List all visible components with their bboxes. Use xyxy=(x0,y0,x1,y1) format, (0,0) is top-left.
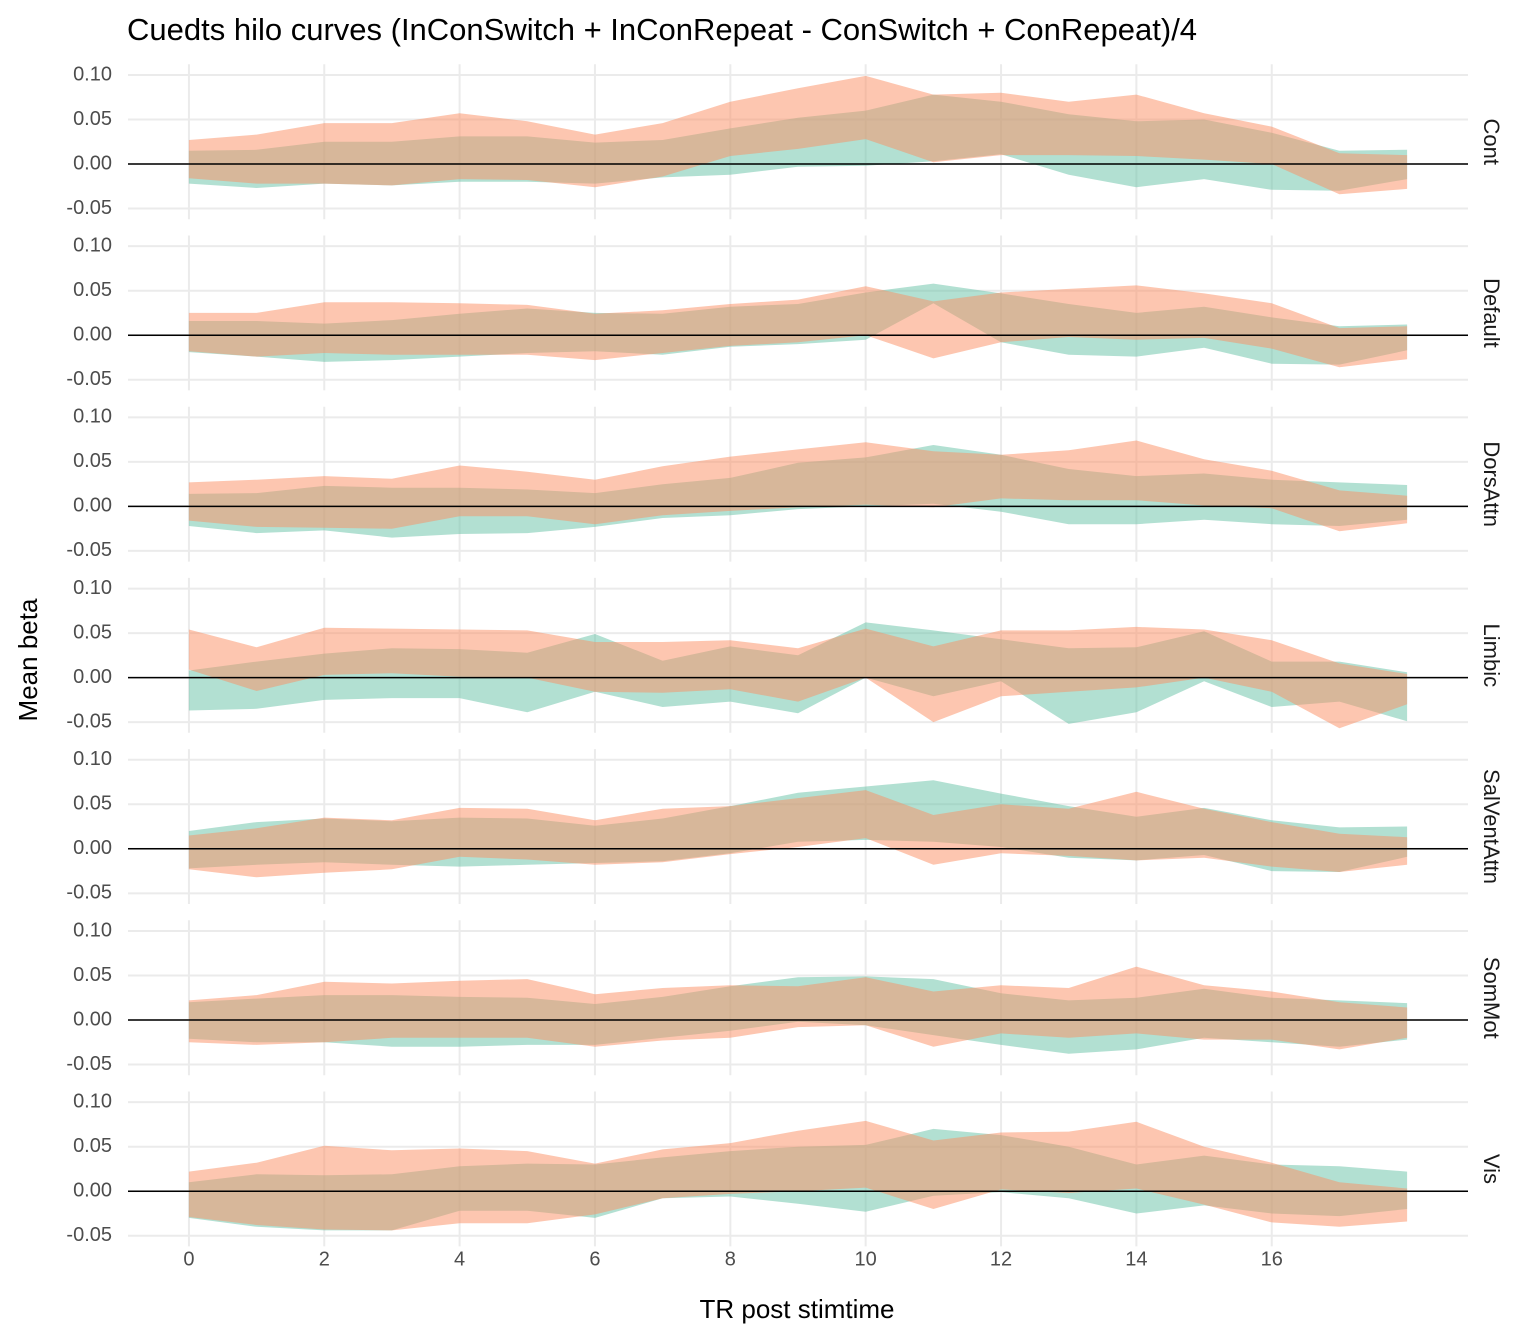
ribbon xyxy=(188,285,1408,368)
y-tick-label: -0.05 xyxy=(66,197,112,219)
strip-label: SalVentAttn xyxy=(1479,769,1504,884)
y-tick-label: 0.00 xyxy=(73,495,112,517)
y-tick-label: -0.05 xyxy=(66,882,112,904)
x-tick-label: 6 xyxy=(589,1249,600,1271)
ribbon xyxy=(188,1120,1408,1231)
y-tick-label: -0.05 xyxy=(66,1224,112,1246)
y-tick-label: 0.00 xyxy=(73,152,112,174)
y-tick-label: -0.05 xyxy=(66,1053,112,1075)
strip-label: Limbic xyxy=(1479,624,1504,688)
strip-label: DorsAttn xyxy=(1479,441,1504,527)
ribbon xyxy=(188,790,1408,878)
x-tick-label: 2 xyxy=(319,1249,330,1271)
y-tick-label: 0.05 xyxy=(73,1135,112,1157)
chart-title: Cuedts hilo curves (InConSwitch + InConR… xyxy=(127,12,1197,47)
y-tick-label: -0.05 xyxy=(66,539,112,561)
y-tick-label: 0.10 xyxy=(73,234,112,256)
y-tick-label: 0.00 xyxy=(73,323,112,345)
y-tick-label: 0.05 xyxy=(73,621,112,643)
strip-label: SomMot xyxy=(1479,957,1504,1039)
y-tick-label: 0.10 xyxy=(73,577,112,599)
y-tick-label: 0.05 xyxy=(73,108,112,130)
x-tick-label: 16 xyxy=(1261,1249,1283,1271)
y-tick-label: 0.00 xyxy=(73,1008,112,1030)
strip-label: Default xyxy=(1479,278,1504,348)
y-tick-label: 0.05 xyxy=(73,279,112,301)
x-tick-label: 14 xyxy=(1125,1249,1147,1271)
y-tick-label: 0.10 xyxy=(73,1090,112,1112)
x-tick-label: 0 xyxy=(183,1249,194,1271)
x-axis-label: TR post stimtime xyxy=(699,1294,894,1324)
x-tick-label: 8 xyxy=(725,1249,736,1271)
y-tick-label: 0.05 xyxy=(73,964,112,986)
x-tick-label: 10 xyxy=(855,1249,877,1271)
y-tick-label: 0.00 xyxy=(73,1179,112,1201)
ribbon xyxy=(188,966,1408,1050)
y-tick-label: -0.05 xyxy=(66,710,112,732)
y-tick-label: 0.05 xyxy=(73,793,112,815)
x-tick-label: 12 xyxy=(990,1249,1012,1271)
y-tick-label: 0.00 xyxy=(73,837,112,859)
y-tick-label: 0.05 xyxy=(73,450,112,472)
y-tick-label: -0.05 xyxy=(66,368,112,390)
strip-label: Cont xyxy=(1479,119,1504,165)
y-tick-label: 0.10 xyxy=(73,406,112,428)
y-tick-label: 0.10 xyxy=(73,748,112,770)
y-tick-label: 0.10 xyxy=(73,63,112,85)
y-axis-label: Mean beta xyxy=(13,598,43,721)
y-tick-label: 0.10 xyxy=(73,919,112,941)
y-tick-label: 0.00 xyxy=(73,666,112,688)
x-tick-label: 4 xyxy=(454,1249,465,1271)
strip-label: Vis xyxy=(1479,1154,1504,1184)
ribbon xyxy=(188,440,1408,532)
